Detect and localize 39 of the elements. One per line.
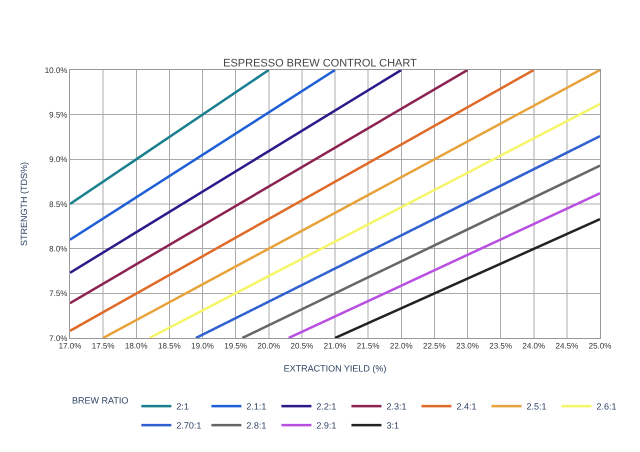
legend-label: 2.5:1 bbox=[526, 402, 547, 412]
legend-label: 2.70:1 bbox=[176, 420, 202, 431]
x-tick-label: 22.5% bbox=[423, 342, 446, 351]
x-tick-label: 20.5% bbox=[290, 342, 314, 351]
x-tick-label: 20.0% bbox=[257, 342, 280, 351]
legend-label: 2.2:1 bbox=[316, 402, 336, 412]
x-tick-label: 24.5% bbox=[556, 342, 578, 351]
y-tick-label: 8.5% bbox=[49, 200, 68, 209]
x-tick-label: 17.5% bbox=[92, 342, 114, 351]
x-tick-label: 22.0% bbox=[390, 342, 413, 351]
x-tick-label: 18.0% bbox=[124, 342, 148, 351]
x-tick-label: 18.5% bbox=[158, 342, 181, 351]
y-axis-title: STRENGTH (TDS%) bbox=[19, 162, 30, 246]
y-tick-label: 9.0% bbox=[49, 155, 68, 164]
legend-label: 2.9:1 bbox=[316, 420, 336, 431]
legend-label: 2.6:1 bbox=[596, 402, 617, 412]
x-tick-label: 23.0% bbox=[456, 342, 479, 351]
y-tick-label: 8.0% bbox=[49, 244, 68, 254]
legend-label: 2.1:1 bbox=[246, 402, 266, 412]
legend-label: 2.3:1 bbox=[386, 402, 406, 412]
x-tick-label: 23.5% bbox=[489, 342, 512, 351]
x-tick-label: 17.0% bbox=[58, 342, 82, 351]
y-tick-label: 7.0% bbox=[49, 334, 68, 343]
legend-label: 3:1 bbox=[386, 420, 399, 431]
legend-label: 2.8:1 bbox=[246, 420, 266, 431]
x-axis-title: EXTRACTION YIELD (%) bbox=[284, 363, 386, 374]
x-tick-label: 21.5% bbox=[356, 342, 380, 351]
x-tick-label: 21.0% bbox=[324, 342, 346, 351]
x-tick-label: 19.0% bbox=[191, 342, 214, 351]
y-tick-label: 7.5% bbox=[49, 289, 68, 298]
x-tick-label: 24.0% bbox=[522, 342, 546, 351]
legend-label: 2.4:1 bbox=[456, 402, 476, 412]
chart-title: ESPRESSO BREW CONTROL CHART bbox=[223, 57, 418, 70]
y-tick-label: 10.0% bbox=[44, 66, 68, 75]
legend-title: BREW RATIO bbox=[72, 395, 128, 406]
x-tick-label: 25.0% bbox=[588, 342, 612, 351]
legend-label: 2:1 bbox=[176, 402, 189, 412]
x-tick-label: 19.5% bbox=[224, 342, 247, 351]
y-tick-label: 9.5% bbox=[49, 110, 68, 120]
